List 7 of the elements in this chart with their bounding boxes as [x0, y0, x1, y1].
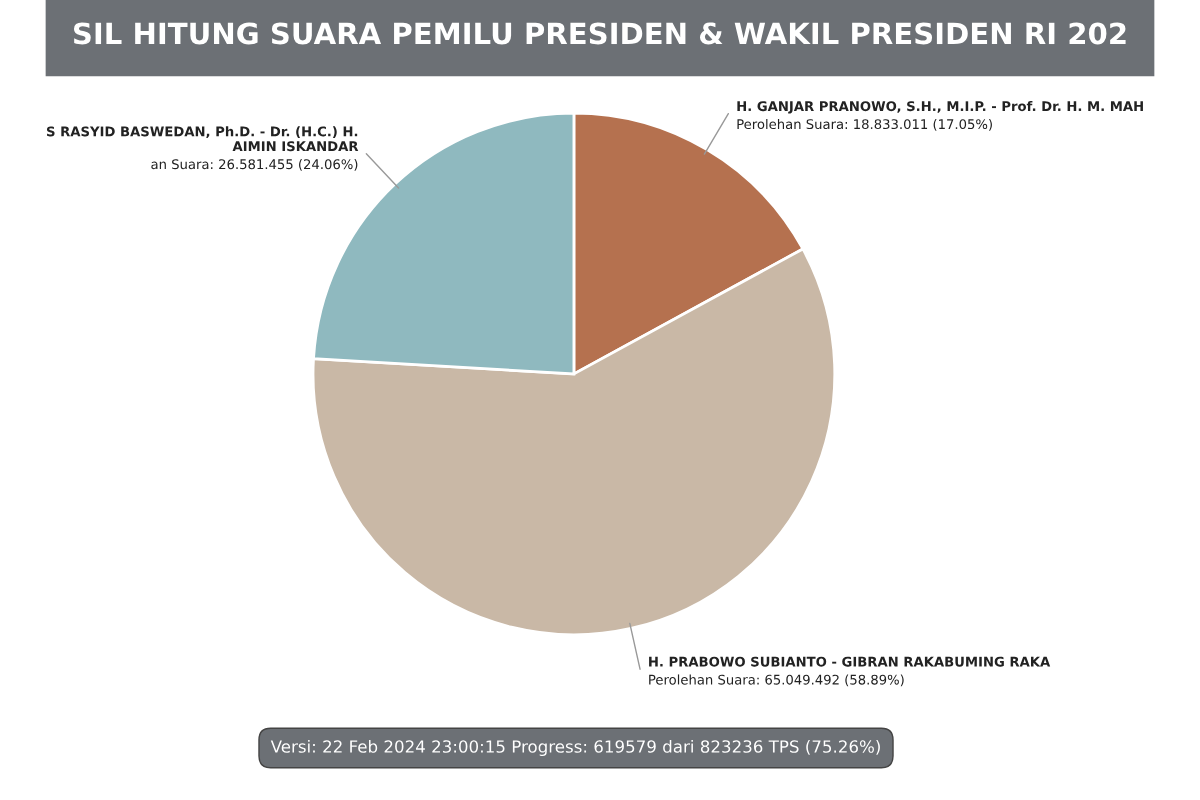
data-label: Perolehan Suara: 65.049.492 (58.89%)	[649, 674, 904, 687]
slice-label: H. PRABOWO SUBIANTO - GIBRAN RAKABUMING RAKA	[649, 656, 1051, 667]
data-label: Perolehan Suara: 18.833.011 (17.05%)	[737, 118, 992, 131]
chart-title: SIL HITUNG SUARA PEMILU PRESIDEN & WAKIL PRESIDEN RI 202	[73, 22, 1126, 45]
data-label: an Suara: 26.581.455 (24.06%)	[151, 158, 358, 171]
slice-label: H. GANJAR PRANOWO, S.H., M.I.P. - Prof. Dr. H. M. MAH	[737, 100, 1143, 114]
text: Versi: 22 Feb 2024 23:00:15 Progress: 619579 dari 823236 TPS (75.26%)	[270, 739, 880, 757]
